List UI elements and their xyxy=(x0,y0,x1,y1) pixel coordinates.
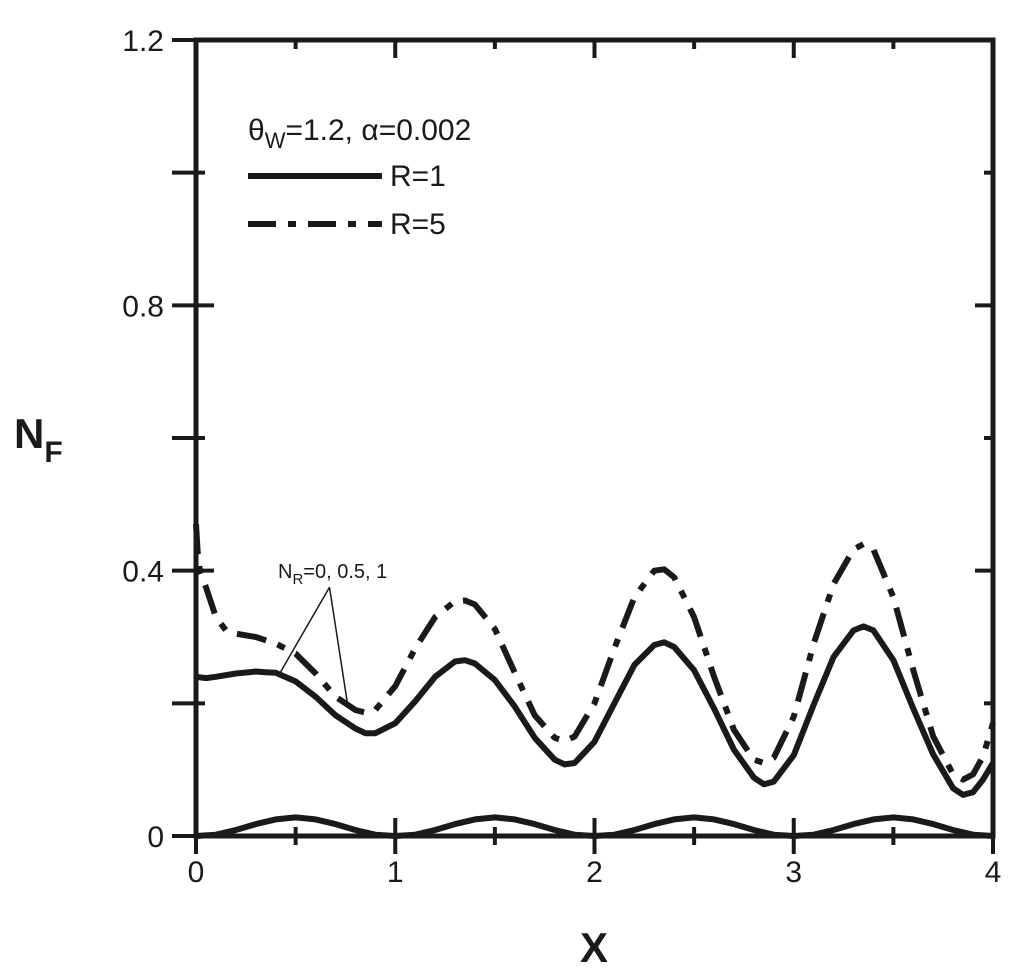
y-tick-label: 1.2 xyxy=(122,25,164,58)
legend: θW=1.2, α=0.002 R=1 R=5 xyxy=(248,114,471,241)
legend-label-r1: R=1 xyxy=(390,160,446,193)
legend-label-r5: R=5 xyxy=(390,208,446,241)
series-line-1 xyxy=(193,524,996,783)
y-tick-label: 0.4 xyxy=(122,556,164,589)
annotation-label-main: N xyxy=(278,561,292,583)
x-axis-title: X xyxy=(580,924,608,971)
annotation-label-sub: R xyxy=(292,571,303,588)
x-tick-label: 2 xyxy=(586,856,603,889)
annotation-pointer xyxy=(328,587,349,704)
x-tick-label: 1 xyxy=(387,856,404,889)
x-tick-label: 0 xyxy=(188,856,205,889)
legend-header-theta: θ xyxy=(248,114,265,147)
x-tick-label: 3 xyxy=(785,856,802,889)
series-line-0 xyxy=(195,623,996,798)
annotation-pointer xyxy=(279,586,331,674)
nr-annotation: NR=0, 0.5, 1 xyxy=(278,561,387,704)
y-tick-label: 0.8 xyxy=(122,290,164,323)
series-layer xyxy=(193,524,996,839)
y-axis-title-main: N xyxy=(14,410,44,457)
series-line-2 xyxy=(195,814,994,839)
y-axis-title-sub: F xyxy=(44,436,62,469)
legend-header-theta-sub: W xyxy=(265,128,286,153)
x-tick-label: 4 xyxy=(985,856,1002,889)
annotation-label: NR=0, 0.5, 1 xyxy=(278,561,387,588)
legend-header: θW=1.2, α=0.002 xyxy=(248,114,471,153)
tick-labels: 0 1 2 3 4 0 0.4 0.8 1.2 xyxy=(122,25,1001,889)
legend-header-rest: =1.2, α=0.002 xyxy=(285,114,471,147)
annotation-label-rest: =0, 0.5, 1 xyxy=(303,561,387,583)
tick-marks xyxy=(172,38,995,854)
y-tick-label: 0 xyxy=(147,821,164,854)
y-axis-title: NF xyxy=(14,410,63,469)
plot-frame xyxy=(193,37,996,839)
